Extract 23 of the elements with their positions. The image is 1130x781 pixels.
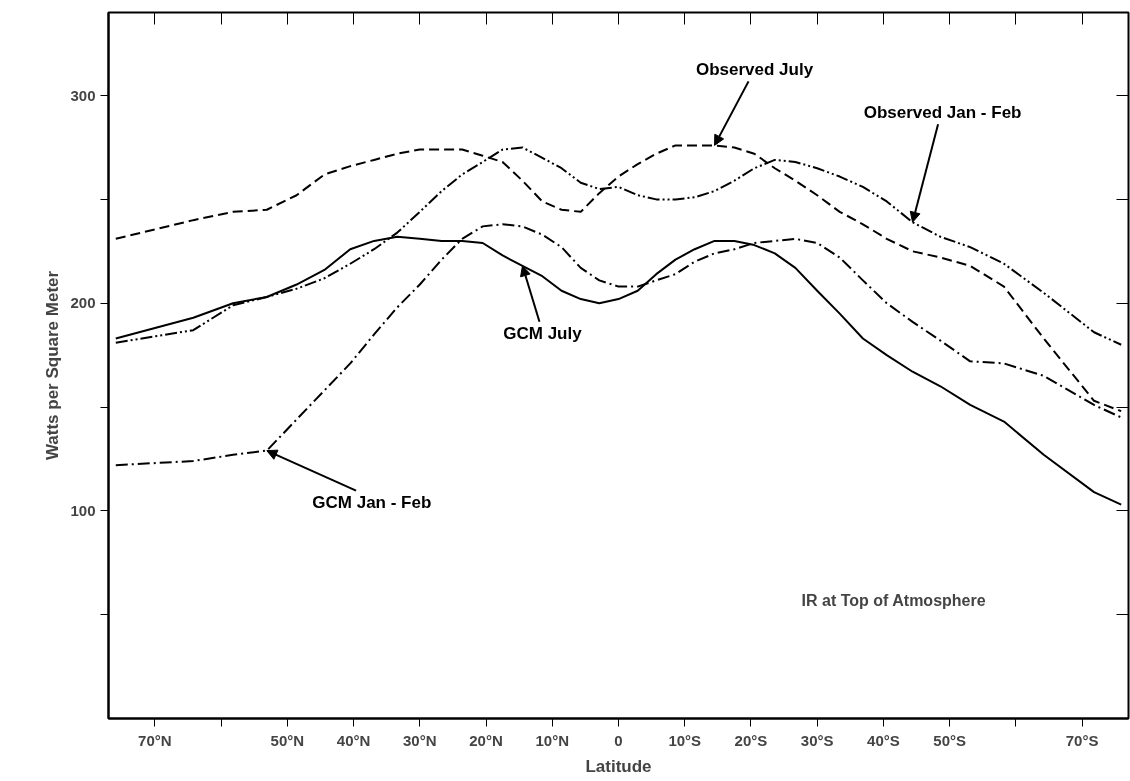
x-tick-label: 0 [614,731,623,749]
y-tick-label: 300 [70,86,96,104]
x-tick-label: 40°N [336,731,371,749]
series-label: GCM July [503,323,583,343]
x-tick-label: 10°N [535,731,570,749]
annotation: IR at Top of Atmosphere [801,592,986,610]
y-tick-label: 200 [70,294,96,312]
x-tick-label: 40°S [867,731,900,749]
x-tick-label: 30°N [403,731,437,749]
x-tick-label: 30°S [800,731,834,749]
x-tick-label: 70°N [138,731,172,749]
text: Observed July [695,60,814,80]
text: GCM Jan - Feb [312,492,432,512]
y-tick-label: 100 [70,501,96,519]
y-axis-title: Watts per Square Meter [43,270,63,461]
x-tick-label: 50°S [933,731,967,749]
x-tick-label: 10°S [668,731,702,749]
x-tick-label: 20°S [734,731,768,749]
text: Observed Jan - Feb [863,103,1022,123]
x-tick-label: 70°S [1065,731,1099,749]
x-tick-label: 20°N [469,731,503,749]
x-axis-title: Latitude [585,756,652,776]
x-tick-label: 50°N [270,731,305,749]
